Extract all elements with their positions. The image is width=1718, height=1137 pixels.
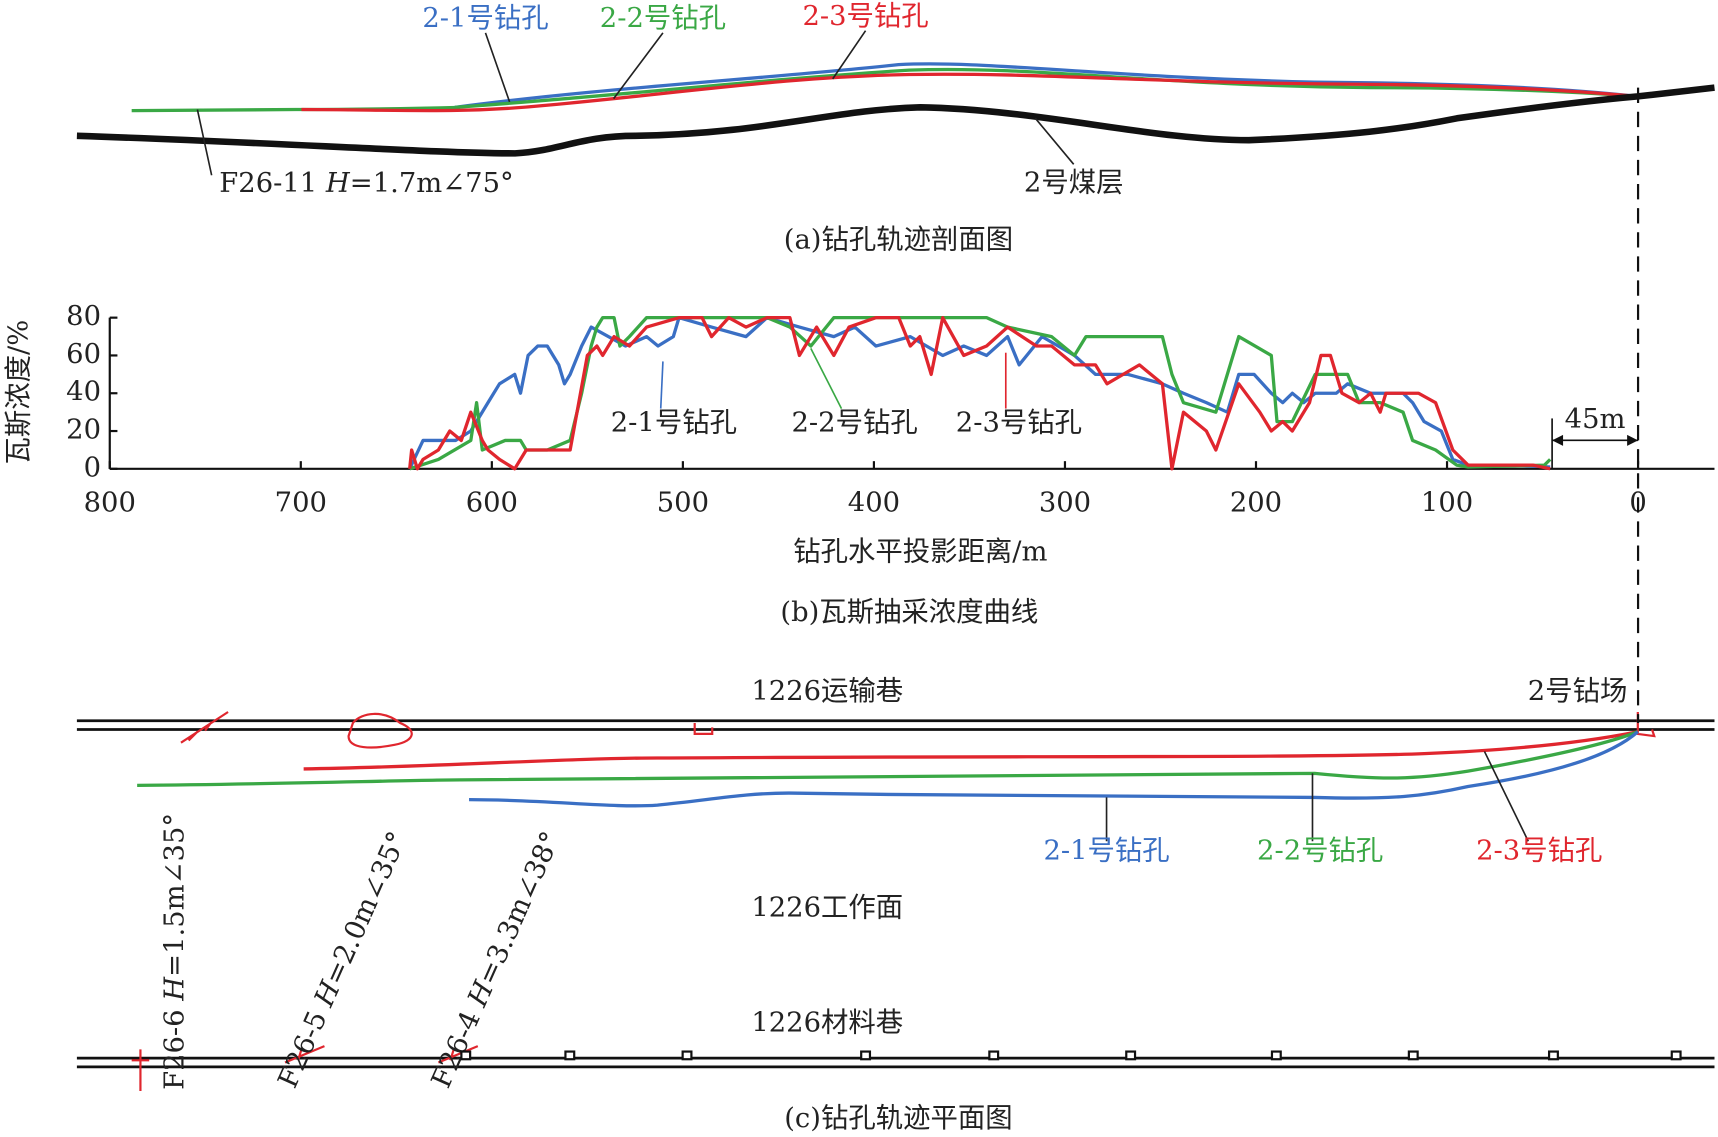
y-tick-label: 80 — [66, 301, 101, 332]
x-tick-label: 500 — [657, 487, 709, 518]
annotation-label: 45m — [1565, 404, 1626, 435]
fault-value: =2.0m∠35° — [318, 827, 413, 989]
plan-label: 2-3号钻孔 — [1476, 836, 1602, 867]
fault-value: =1.5m∠35° — [159, 813, 190, 977]
x-tick-label: 600 — [466, 487, 518, 518]
x-tick-label: 800 — [84, 487, 136, 518]
x-axis-label: 钻孔水平投影距离/m — [793, 537, 1047, 568]
plan-label: 2-1号钻孔 — [1043, 836, 1169, 867]
x-tick-label: 300 — [1039, 487, 1091, 518]
face-label: 1226工作面 — [751, 893, 903, 924]
x-tick-label: 700 — [275, 487, 327, 518]
fault-name: F26-11 — [219, 168, 326, 199]
profile-drawing — [76, 30, 1715, 176]
y-tick-label: 20 — [66, 415, 101, 446]
fault-name: F26-4 — [425, 998, 490, 1092]
y-tick-label: 60 — [66, 339, 101, 370]
drill-site — [1547, 1050, 1559, 1061]
y-tick-label: 0 — [84, 452, 101, 483]
fault-name: F26-6 — [159, 1001, 190, 1090]
drill-site — [564, 1050, 576, 1061]
profile-label: 2-3号钻孔 — [802, 1, 928, 32]
drill-site — [681, 1050, 693, 1061]
drill-site — [1125, 1050, 1137, 1061]
y-tick-label: 40 — [66, 377, 101, 408]
series-label: 2-3号钻孔 — [956, 407, 1082, 438]
drill-site — [460, 1050, 472, 1061]
fault-h: H — [159, 976, 190, 1002]
caption: (c)钻孔轨迹平面图 — [784, 1103, 1012, 1134]
plan-label: 2-2号钻孔 — [1257, 836, 1383, 867]
series-label: 2-2号钻孔 — [792, 407, 918, 438]
seam-label: 2号煤层 — [1024, 168, 1124, 199]
fault-h: H — [325, 168, 351, 199]
fault-name: F26-5 — [272, 998, 337, 1092]
roadway-label: 1226材料巷 — [751, 1008, 903, 1039]
y-axis-label: 瓦斯浓度/% — [3, 320, 34, 465]
fault-label: F26-5 H=2.0m∠35° — [272, 827, 413, 1093]
drill-site — [860, 1050, 872, 1061]
x-tick-label: 400 — [848, 487, 900, 518]
plan-drawing — [76, 711, 1715, 1091]
site-label: 2号钻场 — [1528, 676, 1628, 707]
drill-site — [988, 1050, 1000, 1061]
leader-line — [810, 347, 843, 409]
x-tick-label: 200 — [1230, 487, 1282, 518]
fault-value: =3.3m∠38° — [471, 827, 566, 989]
fault-label: F26-11 H=1.7m∠75° — [219, 168, 513, 199]
drill-site — [1670, 1050, 1682, 1061]
caption: (b)瓦斯抽采浓度曲线 — [780, 597, 1038, 628]
series-label: 2-1号钻孔 — [611, 407, 737, 438]
drill-site — [1407, 1050, 1419, 1061]
leader-line — [659, 361, 664, 409]
caption: (a)钻孔轨迹剖面图 — [784, 224, 1013, 255]
fault-label: F26-4 H=3.3m∠38° — [425, 827, 566, 1093]
profile-label: 2-2号钻孔 — [600, 3, 726, 34]
fault-value: =1.7m∠75° — [350, 168, 514, 199]
line — [408, 316, 1551, 471]
profile-label: 2-1号钻孔 — [422, 3, 548, 34]
drill-site — [1270, 1050, 1282, 1061]
roadway-label: 1226运输巷 — [751, 676, 903, 707]
x-tick-label: 100 — [1421, 487, 1473, 518]
fault-label: F26-6 H=1.5m∠35° — [159, 813, 190, 1090]
line — [408, 316, 1551, 470]
